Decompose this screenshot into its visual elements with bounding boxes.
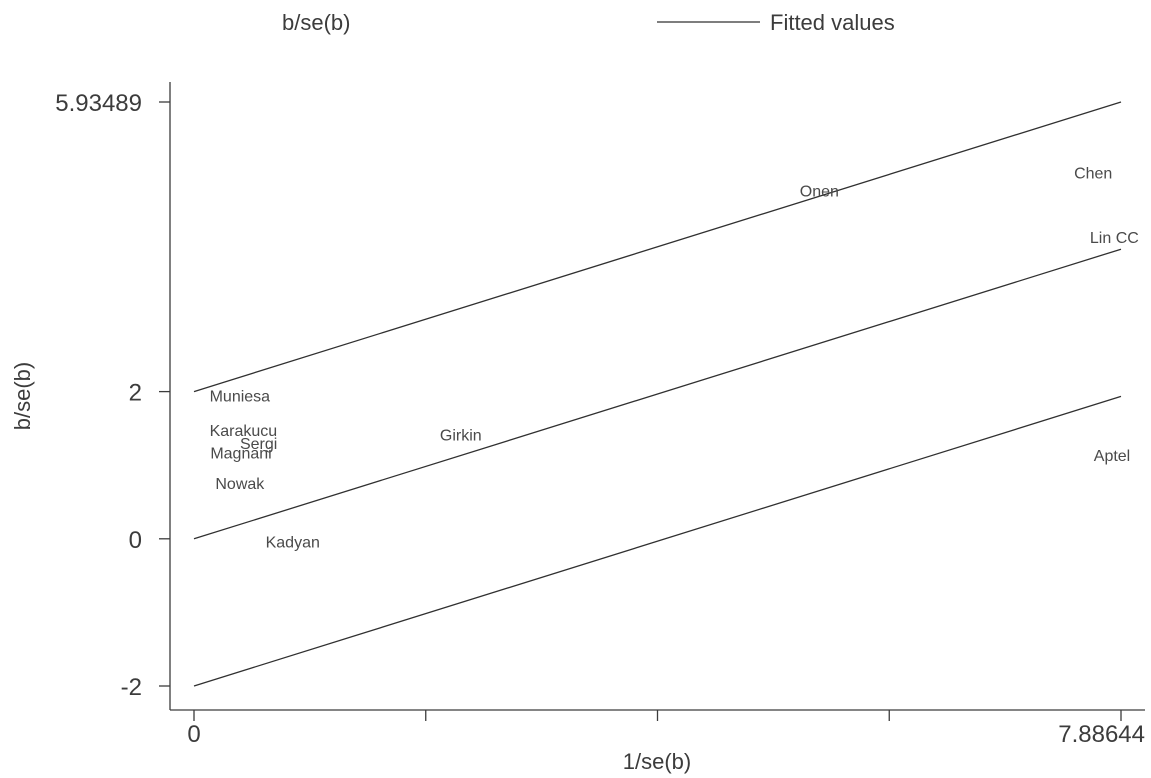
legend-label-fitted-values: Fitted values	[770, 10, 895, 35]
study-point-label: Girkin	[440, 427, 482, 444]
x-tick-label: 7.88644	[1058, 721, 1145, 748]
study-point-label: Chen	[1074, 165, 1112, 182]
fitted-lines	[193, 101, 1122, 687]
study-point-label: Nowak	[215, 476, 265, 493]
study-point-label: Kadyan	[266, 535, 320, 552]
legend: b/se(b) Fitted values	[282, 10, 895, 35]
y-ticks: -2 0 2 5.93489	[55, 90, 170, 701]
legend-label-b-se-b: b/se(b)	[282, 10, 350, 35]
x-axis-title: 1/se(b)	[623, 749, 691, 774]
fitted-line	[193, 248, 1122, 540]
study-point-label: Aptel	[1094, 448, 1130, 465]
x-ticks: 0 7.88644	[187, 710, 1145, 748]
study-point-label: Lin CC	[1090, 230, 1139, 247]
fitted-line	[193, 101, 1122, 393]
study-point-label: Sergi	[240, 436, 277, 453]
x-tick-label: 0	[187, 721, 200, 748]
y-tick-label: -2	[121, 674, 142, 701]
y-tick-label: 5.93489	[55, 90, 142, 117]
study-point-label: Karakucu	[210, 423, 278, 440]
study-point-label: Onen	[800, 184, 839, 201]
y-tick-label: 0	[129, 527, 142, 554]
y-axis-title: b/se(b)	[10, 362, 35, 430]
y-tick-label: 2	[129, 380, 142, 407]
fitted-line	[193, 395, 1122, 687]
study-point-label: Magnani	[210, 446, 271, 463]
axes: -2 0 2 5.93489 0 7.88644	[55, 82, 1145, 748]
study-point-label: Muniesa	[210, 388, 271, 405]
